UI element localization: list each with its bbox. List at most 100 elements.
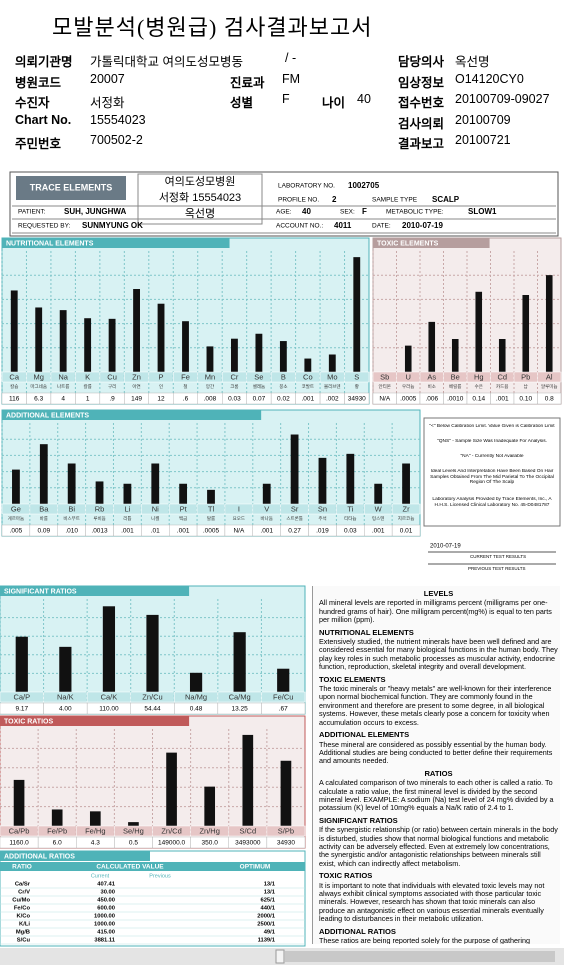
level-bar: [277, 668, 290, 692]
level-bar: [207, 489, 215, 504]
level-bar: [545, 275, 553, 372]
level-bar: [35, 307, 43, 372]
symbol: As: [427, 372, 436, 381]
level-bar: [133, 289, 140, 372]
ratio-name: K/Co: [16, 914, 30, 920]
explanations: LEVELS All mineral levels are reported in…: [312, 586, 560, 944]
element-name: 몰리브덴: [324, 383, 341, 390]
level-bar: [353, 257, 361, 372]
field-label: 병원코드: [15, 75, 62, 90]
stamp-line: 여의도성모병원: [165, 175, 236, 188]
element-value: .006: [425, 396, 438, 403]
level-bar: [51, 809, 63, 826]
level-bar: [102, 606, 116, 692]
field-value: 20100709-09027: [455, 92, 550, 106]
level-bar: [108, 318, 116, 372]
report-field-value: 1002705: [348, 181, 380, 190]
symbol: I: [238, 504, 240, 513]
element-name: 칼륨: [83, 383, 91, 389]
value-cell: [266, 836, 306, 849]
element-value: 0.27: [288, 528, 301, 535]
element-value: 149: [131, 396, 142, 403]
chart-title: SIGNIFICANT RATIOS: [4, 588, 77, 595]
symbol: Tl: [208, 504, 215, 513]
element-value: .0013: [91, 528, 108, 535]
report-field-value: SUNMYUNG OK: [82, 221, 143, 230]
element-value: 34930: [348, 396, 366, 403]
ratio-name: Cu/Mo: [12, 898, 30, 904]
legend-note: "NA" - Currently Not Available: [460, 454, 524, 459]
report-field-value: 4011: [334, 221, 352, 230]
symbol: Se: [254, 372, 263, 381]
symbol: Ti: [347, 504, 353, 513]
report-field-value: 40: [302, 207, 311, 216]
ratio-optimum: 625/1: [260, 898, 275, 904]
element-value: N/A: [379, 396, 391, 403]
level-bar: [498, 339, 506, 372]
element-name: 셀레늄: [253, 383, 265, 390]
chart-title: ADDITIONAL RATIOS: [4, 853, 75, 860]
report-field-label: DATE:: [372, 223, 391, 230]
level-bar: [151, 463, 160, 504]
section-heading: RATIOS: [424, 768, 453, 778]
section-text: Extensively studied, the nutrient minera…: [319, 637, 558, 672]
element-name: 스트론튬: [286, 516, 303, 521]
report-field-label: PROFILE NO.: [278, 197, 319, 204]
element-name: 루비듐: [93, 515, 105, 522]
level-bar: [242, 734, 254, 826]
section-heading: NUTRITIONAL ELEMENTS: [319, 627, 414, 637]
field-label: 성별: [230, 96, 254, 110]
element-value: .010: [65, 528, 78, 535]
section-text: A calculated comparison of two minerals …: [319, 778, 554, 813]
report-field-label: AGE:: [276, 209, 292, 216]
symbol: V: [264, 504, 269, 513]
level-bar: [179, 483, 188, 504]
section-heading: ADDITIONAL RATIOS: [319, 926, 396, 936]
legend-note: Ideal Levels And Interpretation Have Bee…: [430, 469, 554, 486]
level-bar: [328, 354, 336, 372]
field-label: 접수번호: [398, 96, 445, 110]
report-field-label: METABOLIC TYPE:: [386, 209, 444, 216]
level-bar: [346, 453, 355, 504]
symbol-cell: [537, 371, 562, 383]
element-value: 0.09: [37, 528, 50, 535]
symbol: Li: [124, 504, 130, 513]
section-text: These ratios are being reported solely f…: [319, 936, 530, 944]
level-bar: [204, 786, 216, 826]
element-value: .005: [10, 528, 23, 535]
chart-title: TOXIC ELEMENTS: [377, 240, 439, 247]
element-value: 0.01: [400, 528, 413, 535]
element-value: .001: [496, 396, 509, 403]
symbol: Cd: [497, 372, 507, 381]
element-value: 0.03: [344, 528, 357, 535]
element-name: 코발트: [302, 383, 314, 389]
level-bar: [123, 483, 132, 504]
symbol: Fe/Pb: [47, 826, 67, 835]
level-bar: [10, 290, 18, 372]
legend-note: "QNS" - Sample Size Was Inadequate For A…: [437, 439, 547, 444]
element-name: 텅스텐: [372, 515, 384, 521]
symbol: Zn: [132, 372, 141, 381]
subcolumn-header: Previous: [149, 873, 171, 879]
lab-name: TRACE ELEMENTS: [30, 182, 113, 192]
element-value: 0.03: [228, 396, 241, 403]
level-bar: [318, 457, 327, 504]
element-name: 우라늄: [402, 383, 414, 390]
level-bar: [262, 483, 271, 504]
element-name: 수은: [475, 384, 483, 390]
scroll-thumb[interactable]: [285, 951, 555, 962]
symbol-cell: [261, 691, 306, 703]
scroll-arrow[interactable]: [275, 949, 285, 964]
element-name: 리튬: [123, 515, 131, 522]
element-value: .6: [183, 396, 189, 403]
level-bar: [304, 358, 312, 372]
element-value: 0.10: [519, 396, 532, 403]
field-value: O14120CY0: [455, 71, 524, 86]
level-bar: [233, 632, 246, 692]
symbol: S: [354, 372, 359, 381]
ratio-name: Fe/Co: [14, 906, 31, 912]
element-value: .001: [121, 528, 134, 535]
element-value: 116: [9, 396, 20, 403]
